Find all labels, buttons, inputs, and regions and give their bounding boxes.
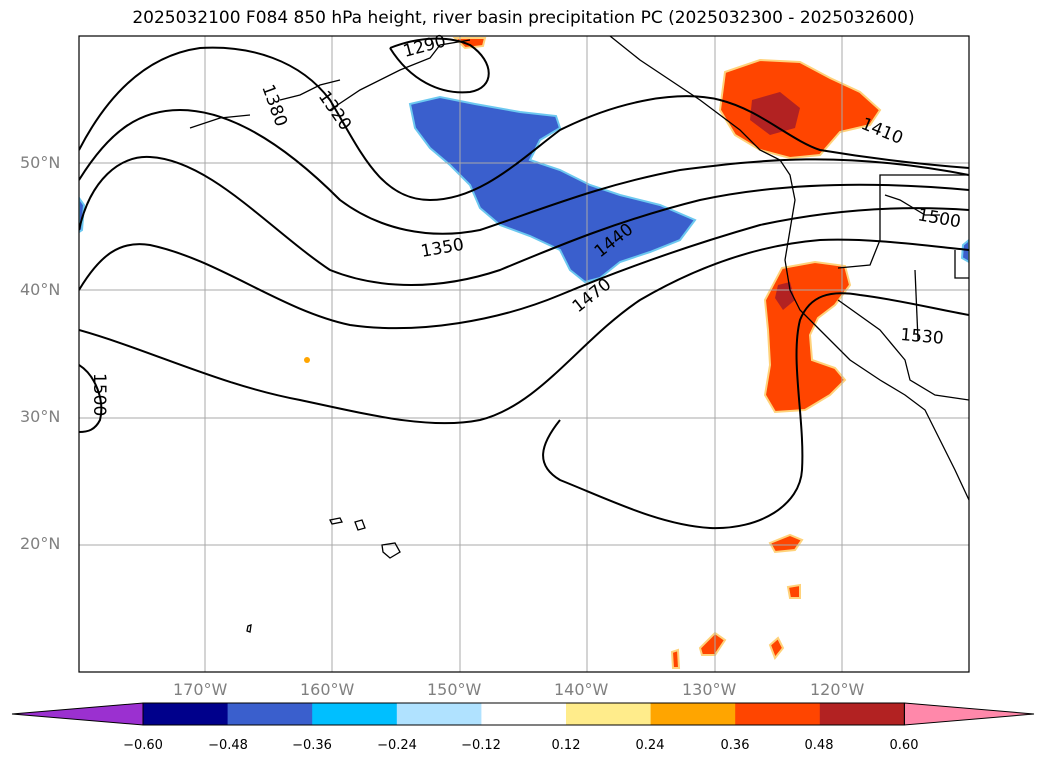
positive-precip-area-small (768, 636, 785, 660)
colorbar-tick-label: 0.24 (635, 738, 665, 753)
colorbar-tick-label: −0.36 (292, 738, 332, 753)
positive-precip-area-small (698, 631, 727, 656)
contour-label: 1410 (858, 114, 906, 149)
contour-label: 1350 (419, 235, 465, 262)
positive-precip-core-nw (750, 92, 800, 135)
positive-precip-area-small (768, 533, 804, 554)
contour-label: 1500 (89, 373, 109, 416)
lat-label: 30°N (20, 407, 61, 426)
lon-label: 170°W (173, 680, 228, 699)
colorbar-tick-label: −0.12 (461, 738, 501, 753)
colorbar-frame (142, 702, 905, 726)
lat-label: 20°N (20, 534, 61, 553)
positive-precip-area-small (670, 648, 681, 669)
colorbar-tick-label: 0.48 (804, 738, 834, 753)
colorbar-tick-label: 0.60 (889, 738, 919, 753)
colorbar-tick-label: 0.36 (720, 738, 750, 753)
lon-label: 150°W (427, 680, 482, 699)
lon-label: 140°W (554, 680, 609, 699)
contour-label: 1320 (314, 87, 355, 134)
colorbar-segment (312, 703, 398, 725)
colorbar-tick-label: −0.24 (377, 738, 417, 753)
lon-label: 130°W (682, 680, 737, 699)
lon-label: 160°W (300, 680, 355, 699)
colorbar-segment (819, 703, 905, 725)
coastlines (189, 36, 969, 633)
map-title: 2025032100 F084 850 hPa height, river ba… (132, 8, 915, 28)
colorbar-tick-label: −0.48 (208, 738, 248, 753)
positive-precip-area-nw (718, 58, 882, 160)
negative-precip-area-edge (960, 238, 969, 264)
colorbar-segment (396, 703, 482, 725)
contour-label: 1530 (900, 325, 945, 349)
positive-precip-area-ca (763, 260, 852, 414)
colorbar-tick-label: −0.60 (123, 738, 163, 753)
colorbar (11, 702, 1035, 726)
colorbar-segment (566, 703, 652, 725)
negative-precip-area (408, 95, 697, 284)
height-contours (79, 37, 969, 530)
colorbar-segment (481, 703, 567, 725)
colorbar-segment (650, 703, 736, 725)
colorbar-extension-low (11, 702, 144, 726)
colorbar-segment (735, 703, 821, 725)
gridlines (79, 36, 969, 672)
positive-precip-area-small (786, 583, 801, 599)
lat-label: 50°N (20, 153, 61, 172)
positive-precip-area-small (452, 37, 487, 50)
colorbar-tick-label: 0.12 (551, 738, 581, 753)
colorbar-segment (227, 703, 313, 725)
colorbar-segment (143, 703, 229, 725)
positive-precip-dot (304, 357, 310, 363)
contour-label: 1380 (257, 82, 291, 129)
colorbar-extension-high (903, 702, 1035, 726)
lon-label: 120°W (810, 680, 865, 699)
lat-label: 40°N (20, 280, 61, 299)
map-frame (78, 35, 970, 673)
